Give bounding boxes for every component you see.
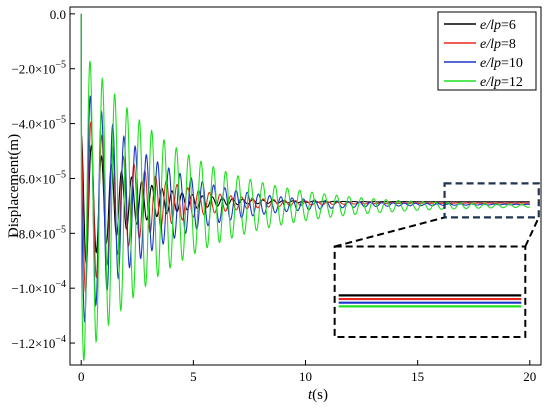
y-tick-label: 0.0 — [50, 7, 66, 22]
zoom-connector — [524, 216, 540, 247]
y-tick-label: −8.0×10−5 — [11, 224, 66, 241]
legend-label: e/lp=12 — [480, 75, 523, 90]
zoom-inset-box — [333, 245, 527, 339]
legend: e/lp=6 e/lp=8 e/lp=10 e/lp=12 — [437, 11, 537, 91]
x-tick-label: 10 — [299, 369, 312, 384]
axis-ticks: 0 5 10 15 20 0.0 −2.0×10−5 −4.0×10−5 −6.0×10−5 −8… — [11, 7, 536, 384]
x-tick-label: 5 — [190, 369, 197, 384]
x-axis-unit: (s) — [312, 387, 328, 403]
y-axis-label: Displacement(m) — [6, 134, 22, 238]
zoom-inset — [333, 182, 540, 339]
y-tick-label: −6.0×10−5 — [11, 169, 66, 186]
y-tick-label: −2.0×10−5 — [11, 60, 66, 77]
series-layer — [80, 13, 531, 361]
legend-box — [437, 11, 537, 91]
legend-label: e/lp=10 — [480, 56, 523, 71]
x-tick-label: 15 — [411, 369, 424, 384]
y-tick-label: −4.0×10−5 — [11, 115, 66, 132]
series-line — [80, 13, 531, 361]
zoom-connector — [334, 216, 445, 248]
zoom-source-box — [443, 182, 540, 219]
series-line — [80, 13, 530, 323]
x-tick-label: 20 — [523, 369, 536, 384]
x-tick-label: 0 — [78, 369, 85, 384]
legend-entries: e/lp=6 e/lp=8 e/lp=10 e/lp=12 — [444, 18, 523, 90]
x-axis-var: t — [308, 387, 313, 403]
legend-label: e/lp=8 — [480, 37, 516, 52]
y-tick-label: −1.0×10−4 — [11, 279, 66, 296]
y-tick-label: −1.2×10−4 — [11, 334, 66, 351]
legend-label: e/lp=6 — [480, 18, 516, 33]
x-axis-label: t(s) — [308, 387, 328, 403]
